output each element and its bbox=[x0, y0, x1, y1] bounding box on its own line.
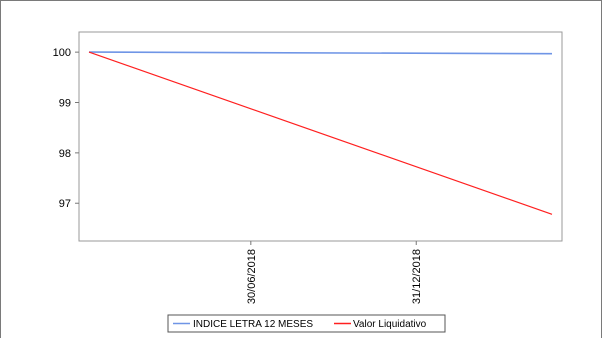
series-line-valor-liquidativo bbox=[88, 51, 553, 215]
x-tick-label: 30/06/2018 bbox=[246, 249, 258, 304]
legend-label-indice-letra: INDICE LETRA 12 MESES bbox=[193, 319, 313, 330]
y-axis: 97 98 99 100 bbox=[53, 47, 79, 210]
x-axis: 30/06/2018 31/12/2018 bbox=[246, 241, 423, 304]
plot-area bbox=[78, 31, 563, 242]
y-tick-label: 97 bbox=[59, 198, 71, 210]
y-tick-label: 100 bbox=[53, 47, 71, 59]
series-line-indice-letra-12-meses bbox=[88, 51, 553, 55]
x-tick-label: 31/12/2018 bbox=[411, 249, 423, 304]
legend-box bbox=[167, 314, 446, 333]
series-layer bbox=[88, 51, 553, 215]
y-tick-label: 98 bbox=[59, 148, 71, 160]
legend: INDICE LETRA 12 MESES Valor Liquidativo bbox=[167, 314, 446, 333]
legend-label-valor-liquidativo: Valor Liquidativo bbox=[353, 319, 427, 330]
y-tick-label: 99 bbox=[59, 98, 71, 110]
